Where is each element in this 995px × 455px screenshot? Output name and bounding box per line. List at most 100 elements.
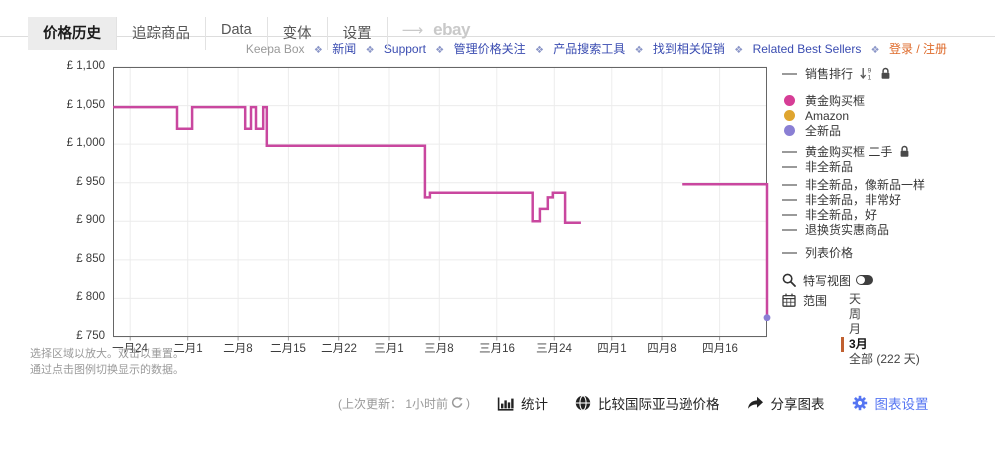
legend-item-new[interactable]: 全新品 bbox=[782, 123, 995, 138]
tabbar: 价格历史 追踪商品 Data 变体 设置 ⟶ ebay bbox=[28, 17, 470, 50]
legend-item-used[interactable]: 非全新品 bbox=[782, 159, 995, 174]
diamond-separator-icon: ❖ bbox=[365, 45, 375, 56]
range-option-day[interactable]: 天 bbox=[849, 292, 862, 306]
line-swatch-icon bbox=[782, 150, 797, 153]
y-axis-label: £ 800 bbox=[76, 291, 105, 303]
tab-ebay[interactable]: ebay bbox=[433, 20, 470, 39]
last-update-text: (上次更新： 1小时前 bbox=[338, 396, 449, 411]
legend-label: 销售排行 bbox=[805, 67, 854, 81]
dot-swatch-icon bbox=[784, 110, 795, 121]
line-swatch-icon bbox=[782, 165, 797, 168]
legend-item-sales-rank[interactable]: 销售排行 9 1 bbox=[782, 66, 995, 81]
bar-chart-icon bbox=[497, 396, 514, 411]
legend-label: 非全新品，非常好 bbox=[805, 193, 902, 207]
x-axis-label: 四月1 bbox=[597, 343, 627, 355]
price-line-黄金购买框 bbox=[682, 183, 769, 318]
link-related-deals[interactable]: 找到相关促销 bbox=[652, 42, 725, 56]
diamond-separator-icon: ❖ bbox=[734, 45, 744, 56]
globe-icon bbox=[575, 395, 591, 411]
diamond-separator-icon: ❖ bbox=[435, 45, 445, 56]
lock-icon bbox=[899, 145, 910, 158]
x-axis-label: 三月24 bbox=[536, 343, 572, 355]
tab-track-product[interactable]: 追踪商品 bbox=[117, 17, 206, 50]
legend-item-used-good[interactable]: 非全新品，好 bbox=[782, 207, 995, 222]
x-axis-label: 二月15 bbox=[270, 343, 306, 355]
line-swatch-icon bbox=[782, 183, 797, 186]
legend-item-warehouse-deals[interactable]: 退换货实惠商品 bbox=[782, 222, 995, 237]
gear-icon bbox=[852, 395, 868, 411]
legend-item-buybox[interactable]: 黄金购买框 bbox=[782, 93, 995, 108]
x-axis-label: 四月8 bbox=[647, 343, 677, 355]
tab-variants[interactable]: 变体 bbox=[268, 17, 328, 50]
statistics-button[interactable]: 统计 bbox=[497, 393, 548, 413]
login-register-link[interactable]: 登录 / 注册 bbox=[888, 42, 947, 56]
link-related-best-sellers[interactable]: Related Best Sellers bbox=[752, 42, 862, 56]
range-control: 范围 天 周 月 3月 全部 (222 天) bbox=[782, 292, 995, 367]
compare-international-label: 比较国际亚马逊价格 bbox=[598, 397, 720, 412]
tab-data[interactable]: Data bbox=[206, 17, 268, 50]
legend-label: 非全新品 bbox=[805, 160, 854, 174]
share-chart-label: 分享图表 bbox=[770, 397, 825, 412]
x-axis-label: 三月1 bbox=[374, 343, 404, 355]
price-line-黄金购买框 bbox=[113, 105, 581, 225]
line-swatch-icon bbox=[782, 213, 797, 216]
dot-swatch-icon bbox=[784, 125, 795, 136]
y-axis-label: £ 750 bbox=[76, 330, 105, 342]
hint-legend-toggle: 通过点击图例切换显示的数据。 bbox=[30, 364, 184, 376]
range-label: 范围 bbox=[803, 293, 828, 308]
line-swatch-icon bbox=[782, 72, 797, 75]
y-axis-label: £ 900 bbox=[76, 214, 105, 226]
share-arrow-icon bbox=[747, 396, 764, 410]
tab-settings[interactable]: 设置 bbox=[328, 17, 388, 50]
bottom-toolbar: (上次更新： 1小时前 ) 统计 bbox=[338, 393, 929, 413]
closeup-view-control: 特写视图 bbox=[782, 272, 995, 288]
tab-price-history[interactable]: 价格历史 bbox=[28, 17, 117, 50]
legend-label: Amazon bbox=[805, 108, 850, 123]
magnifier-icon bbox=[782, 273, 796, 287]
legend-label: 黄金购买框 bbox=[805, 94, 866, 108]
legend-item-amazon[interactable]: Amazon bbox=[782, 108, 995, 123]
price-history-plot[interactable] bbox=[113, 66, 771, 341]
line-swatch-icon bbox=[782, 251, 797, 254]
sort-numeric-icon: 9 1 bbox=[860, 67, 873, 80]
x-axis-label: 四月16 bbox=[702, 343, 738, 355]
closeup-view-label: 特写视图 bbox=[803, 273, 852, 288]
x-axis-label: 三月8 bbox=[424, 343, 454, 355]
range-option-week[interactable]: 周 bbox=[849, 307, 862, 321]
compare-international-button[interactable]: 比较国际亚马逊价格 bbox=[575, 393, 720, 413]
line-swatch-icon bbox=[782, 198, 797, 201]
legend-label: 列表价格 bbox=[805, 246, 854, 260]
refresh-icon[interactable] bbox=[451, 397, 463, 409]
link-news[interactable]: 新闻 bbox=[332, 42, 357, 56]
keepa-box-label: Keepa Box bbox=[245, 42, 305, 56]
share-chart-button[interactable]: 分享图表 bbox=[747, 393, 825, 413]
diamond-separator-icon: ❖ bbox=[634, 45, 644, 56]
legend-item-buybox-used[interactable]: 黄金购买框 二手 bbox=[782, 144, 995, 159]
legend-item-used-very-good[interactable]: 非全新品，非常好 bbox=[782, 192, 995, 207]
svg-text:9: 9 bbox=[868, 68, 872, 75]
link-product-finder[interactable]: 产品搜索工具 bbox=[553, 42, 626, 56]
y-axis-label: £ 1,000 bbox=[66, 137, 105, 149]
legend-label: 退换货实惠商品 bbox=[805, 223, 890, 237]
x-axis-label: 三月16 bbox=[479, 343, 515, 355]
link-support[interactable]: Support bbox=[383, 42, 426, 56]
x-axis-label: 一月24 bbox=[112, 343, 148, 355]
legend-item-used-like-new[interactable]: 非全新品，像新品一样 bbox=[782, 177, 995, 192]
legend-item-list-price[interactable]: 列表价格 bbox=[782, 245, 995, 260]
x-axis-label: 二月22 bbox=[321, 343, 357, 355]
chart-hints: 选择区域以放大。双击以重置。 通过点击图例切换显示的数据。 bbox=[30, 346, 184, 378]
current-price-dot bbox=[763, 314, 771, 322]
dot-swatch-icon bbox=[784, 95, 795, 106]
range-options: 天 周 月 3月 全部 (222 天) bbox=[841, 292, 920, 367]
range-option-3months[interactable]: 3月 bbox=[841, 337, 920, 352]
chart-settings-button[interactable]: 图表设置 bbox=[852, 393, 929, 413]
range-option-month[interactable]: 月 bbox=[849, 322, 862, 336]
range-option-all[interactable]: 全部 (222 天) bbox=[849, 352, 920, 366]
arrow-right-icon: ⟶ bbox=[401, 22, 424, 39]
statistics-label: 统计 bbox=[521, 397, 549, 412]
link-manage-alerts[interactable]: 管理价格关注 bbox=[453, 42, 526, 56]
line-swatch-icon bbox=[782, 228, 797, 231]
legend-label: 非全新品，像新品一样 bbox=[805, 178, 926, 192]
closeup-view-toggle[interactable] bbox=[856, 275, 874, 285]
